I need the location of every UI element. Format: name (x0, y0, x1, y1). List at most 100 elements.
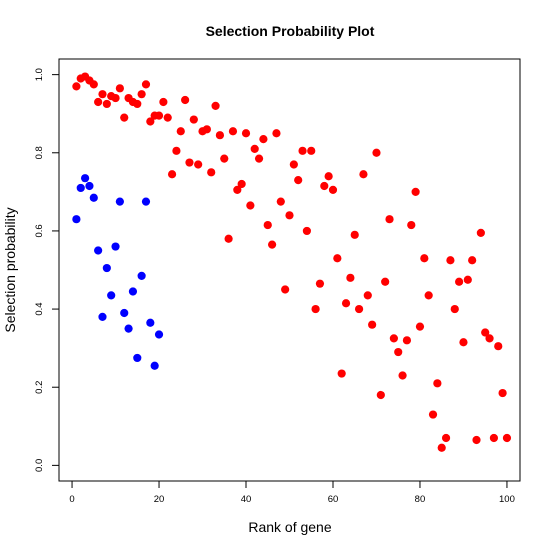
data-point (485, 334, 494, 343)
data-point (311, 304, 320, 314)
data-point (263, 220, 272, 230)
x-tick-label: 40 (241, 494, 252, 505)
data-point (241, 129, 251, 138)
data-point (433, 379, 442, 388)
y-tick-label: 0.0 (34, 459, 45, 472)
data-point (294, 176, 303, 185)
data-point (328, 185, 338, 194)
data-point (89, 80, 98, 89)
data-point (285, 211, 294, 220)
x-tick-label: 100 (499, 494, 515, 505)
x-tick-label: 80 (415, 494, 426, 505)
data-point (107, 291, 116, 300)
data-point (124, 324, 133, 333)
data-point (133, 99, 142, 109)
data-point (72, 82, 81, 91)
data-point (146, 117, 155, 126)
data-point (176, 127, 185, 136)
data-point (394, 347, 403, 357)
x-tick-label: 60 (328, 494, 339, 505)
data-point (120, 308, 129, 318)
data-point (111, 242, 120, 251)
data-point (228, 127, 238, 136)
data-point (211, 101, 220, 110)
data-point (111, 93, 120, 103)
data-point (472, 435, 481, 445)
data-point (233, 185, 242, 194)
data-point (102, 263, 111, 273)
data-point (167, 170, 177, 179)
data-point (372, 148, 381, 157)
data-point (389, 334, 398, 343)
data-point (224, 234, 233, 243)
data-point (268, 240, 277, 249)
data-point (315, 279, 325, 288)
data-point (181, 95, 190, 105)
y-tick-label: 0.2 (34, 381, 45, 394)
data-point (333, 254, 342, 263)
data-point (363, 291, 372, 300)
data-point (115, 197, 124, 206)
data-point (254, 154, 264, 163)
data-point (368, 320, 377, 329)
data-point (141, 80, 151, 89)
x-tick-label: 0 (69, 494, 74, 505)
data-point (407, 220, 416, 230)
data-point (128, 287, 138, 296)
data-point (220, 154, 229, 163)
data-point (455, 277, 464, 286)
data-point (215, 131, 225, 140)
data-point (137, 90, 146, 99)
y-tick-label: 0.8 (34, 146, 45, 159)
data-point (89, 193, 98, 202)
data-point (259, 135, 268, 144)
data-point (459, 338, 468, 347)
data-point (85, 181, 94, 191)
data-point (115, 84, 124, 93)
data-point (481, 328, 490, 337)
y-tick-label: 1.0 (34, 68, 45, 81)
data-point (141, 197, 151, 206)
data-point (402, 336, 412, 345)
data-point (424, 291, 433, 300)
data-point (354, 304, 364, 314)
data-point (494, 342, 503, 351)
data-point (350, 230, 359, 239)
y-tick-label: 0.6 (34, 224, 45, 237)
data-point (498, 388, 507, 398)
data-point (289, 160, 298, 169)
data-point (102, 99, 111, 109)
data-point (185, 158, 194, 167)
data-point (381, 277, 390, 286)
data-point (420, 254, 429, 263)
data-point (146, 318, 155, 327)
data-point (272, 129, 281, 138)
data-point (250, 144, 259, 153)
x-tick-label: 20 (154, 494, 165, 505)
data-point (98, 312, 107, 321)
data-point (94, 246, 103, 255)
data-point (94, 97, 103, 107)
data-point (398, 371, 407, 380)
data-point (76, 183, 85, 193)
data-point (133, 353, 142, 363)
series-2-points (72, 174, 164, 370)
data-point (463, 275, 472, 284)
data-point (446, 256, 455, 265)
data-point (150, 361, 159, 370)
data-point (189, 115, 198, 124)
data-point (428, 410, 438, 419)
data-point (415, 322, 425, 331)
data-point (302, 226, 311, 236)
series-1-points (72, 72, 512, 452)
x-axis-label: Rank of gene (248, 519, 331, 535)
axis-ticks: 0 20 40 60 80 100 0.0 0.2 0.4 0.6 0.8 1.0 (34, 68, 515, 505)
data-point (276, 197, 285, 206)
data-point (346, 273, 355, 282)
data-point (320, 181, 329, 191)
data-point (337, 369, 346, 378)
data-point (502, 433, 512, 443)
data-point (120, 113, 129, 122)
data-point (324, 172, 333, 181)
data-point (163, 113, 172, 122)
